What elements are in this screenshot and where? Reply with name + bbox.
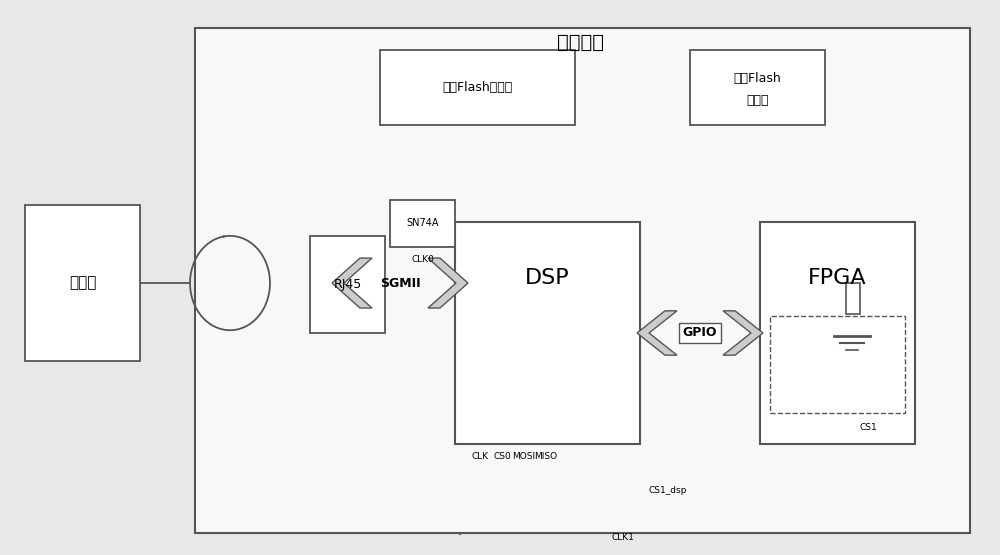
Text: CS1: CS1	[860, 423, 878, 432]
Text: MOSI: MOSI	[512, 452, 536, 461]
Text: 第一Flash存储器: 第一Flash存储器	[442, 81, 513, 94]
Text: 异构系统: 异构系统	[556, 33, 604, 52]
Text: 存储器: 存储器	[746, 94, 769, 108]
Bar	[390, 200, 455, 247]
Polygon shape	[723, 311, 763, 355]
Text: SN74A: SN74A	[406, 218, 439, 229]
Polygon shape	[637, 311, 677, 355]
Text: CS1_dsp: CS1_dsp	[649, 486, 687, 495]
Text: CLK1: CLK1	[611, 533, 634, 542]
Bar	[690, 50, 825, 125]
Text: SGMII: SGMII	[380, 276, 420, 290]
Bar	[380, 50, 575, 125]
Bar	[310, 236, 385, 333]
Bar	[760, 222, 915, 444]
Text: CS0: CS0	[493, 452, 511, 461]
Bar	[195, 28, 970, 533]
Text: GPIO: GPIO	[683, 326, 717, 340]
Text: FPGA: FPGA	[808, 268, 867, 287]
Bar	[25, 205, 140, 361]
Polygon shape	[428, 258, 468, 308]
Bar	[770, 316, 905, 413]
Text: DSP: DSP	[525, 268, 570, 287]
Text: 第二Flash: 第二Flash	[734, 72, 781, 85]
Text: 上位机: 上位机	[69, 275, 96, 291]
Polygon shape	[332, 258, 372, 308]
Text: RJ45: RJ45	[333, 278, 362, 291]
Bar	[846, 283, 860, 314]
Text: MISO: MISO	[534, 452, 558, 461]
Bar	[455, 222, 640, 444]
Text: CLK: CLK	[471, 452, 489, 461]
Text: CLK0: CLK0	[411, 255, 434, 264]
